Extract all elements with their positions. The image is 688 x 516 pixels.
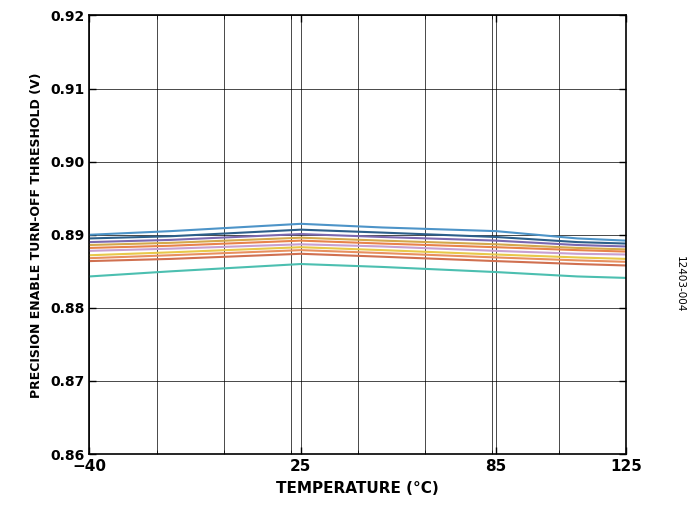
Y-axis label: PRECISION ENABLE TURN-OFF THRESHOLD (V): PRECISION ENABLE TURN-OFF THRESHOLD (V) — [30, 72, 43, 397]
Text: 12403-004: 12403-004 — [674, 255, 685, 312]
X-axis label: TEMPERATURE (°C): TEMPERATURE (°C) — [277, 481, 439, 496]
